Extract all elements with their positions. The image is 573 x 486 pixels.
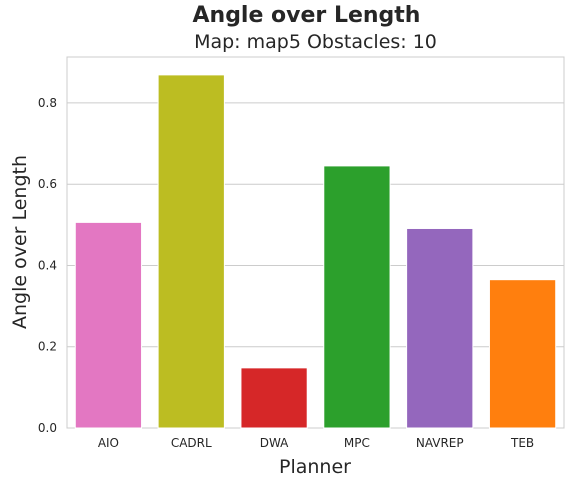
plot-area-frame <box>66 56 565 429</box>
y-tick-label: 0.2 <box>38 340 57 354</box>
y-axis-label: Angle over Length <box>9 155 31 329</box>
x-tick-label-aio: AIO <box>98 436 119 450</box>
bar-mpc <box>323 165 391 429</box>
y-tick-label: 0.8 <box>38 96 57 110</box>
bar-cadrl <box>157 74 225 429</box>
bar-navrep <box>406 227 474 429</box>
x-tick-label-navrep: NAVREP <box>416 436 464 450</box>
x-tick-label-mpc: MPC <box>344 436 370 450</box>
chart-suptitle: Angle over Length <box>192 3 421 28</box>
x-tick-labels: AIO CADRL DWA MPC NAVREP TEB <box>98 436 534 450</box>
chart-subtitle: Map: map5 Obstacles: 10 <box>194 31 437 53</box>
bars <box>74 74 557 429</box>
x-tick-label-dwa: DWA <box>260 436 289 450</box>
y-tick-label: 0.0 <box>38 421 57 435</box>
bar-dwa <box>240 367 308 429</box>
x-axis-label: Planner <box>279 456 351 478</box>
y-tick-label: 0.6 <box>38 177 57 191</box>
y-tick-label: 0.4 <box>38 258 57 272</box>
bar-teb <box>488 279 557 429</box>
x-tick-label-teb: TEB <box>510 436 534 450</box>
x-tick-label-cadrl: CADRL <box>171 436 212 450</box>
bar-aio <box>74 221 143 429</box>
y-tick-labels: 0.0 0.2 0.4 0.6 0.8 <box>38 96 57 435</box>
